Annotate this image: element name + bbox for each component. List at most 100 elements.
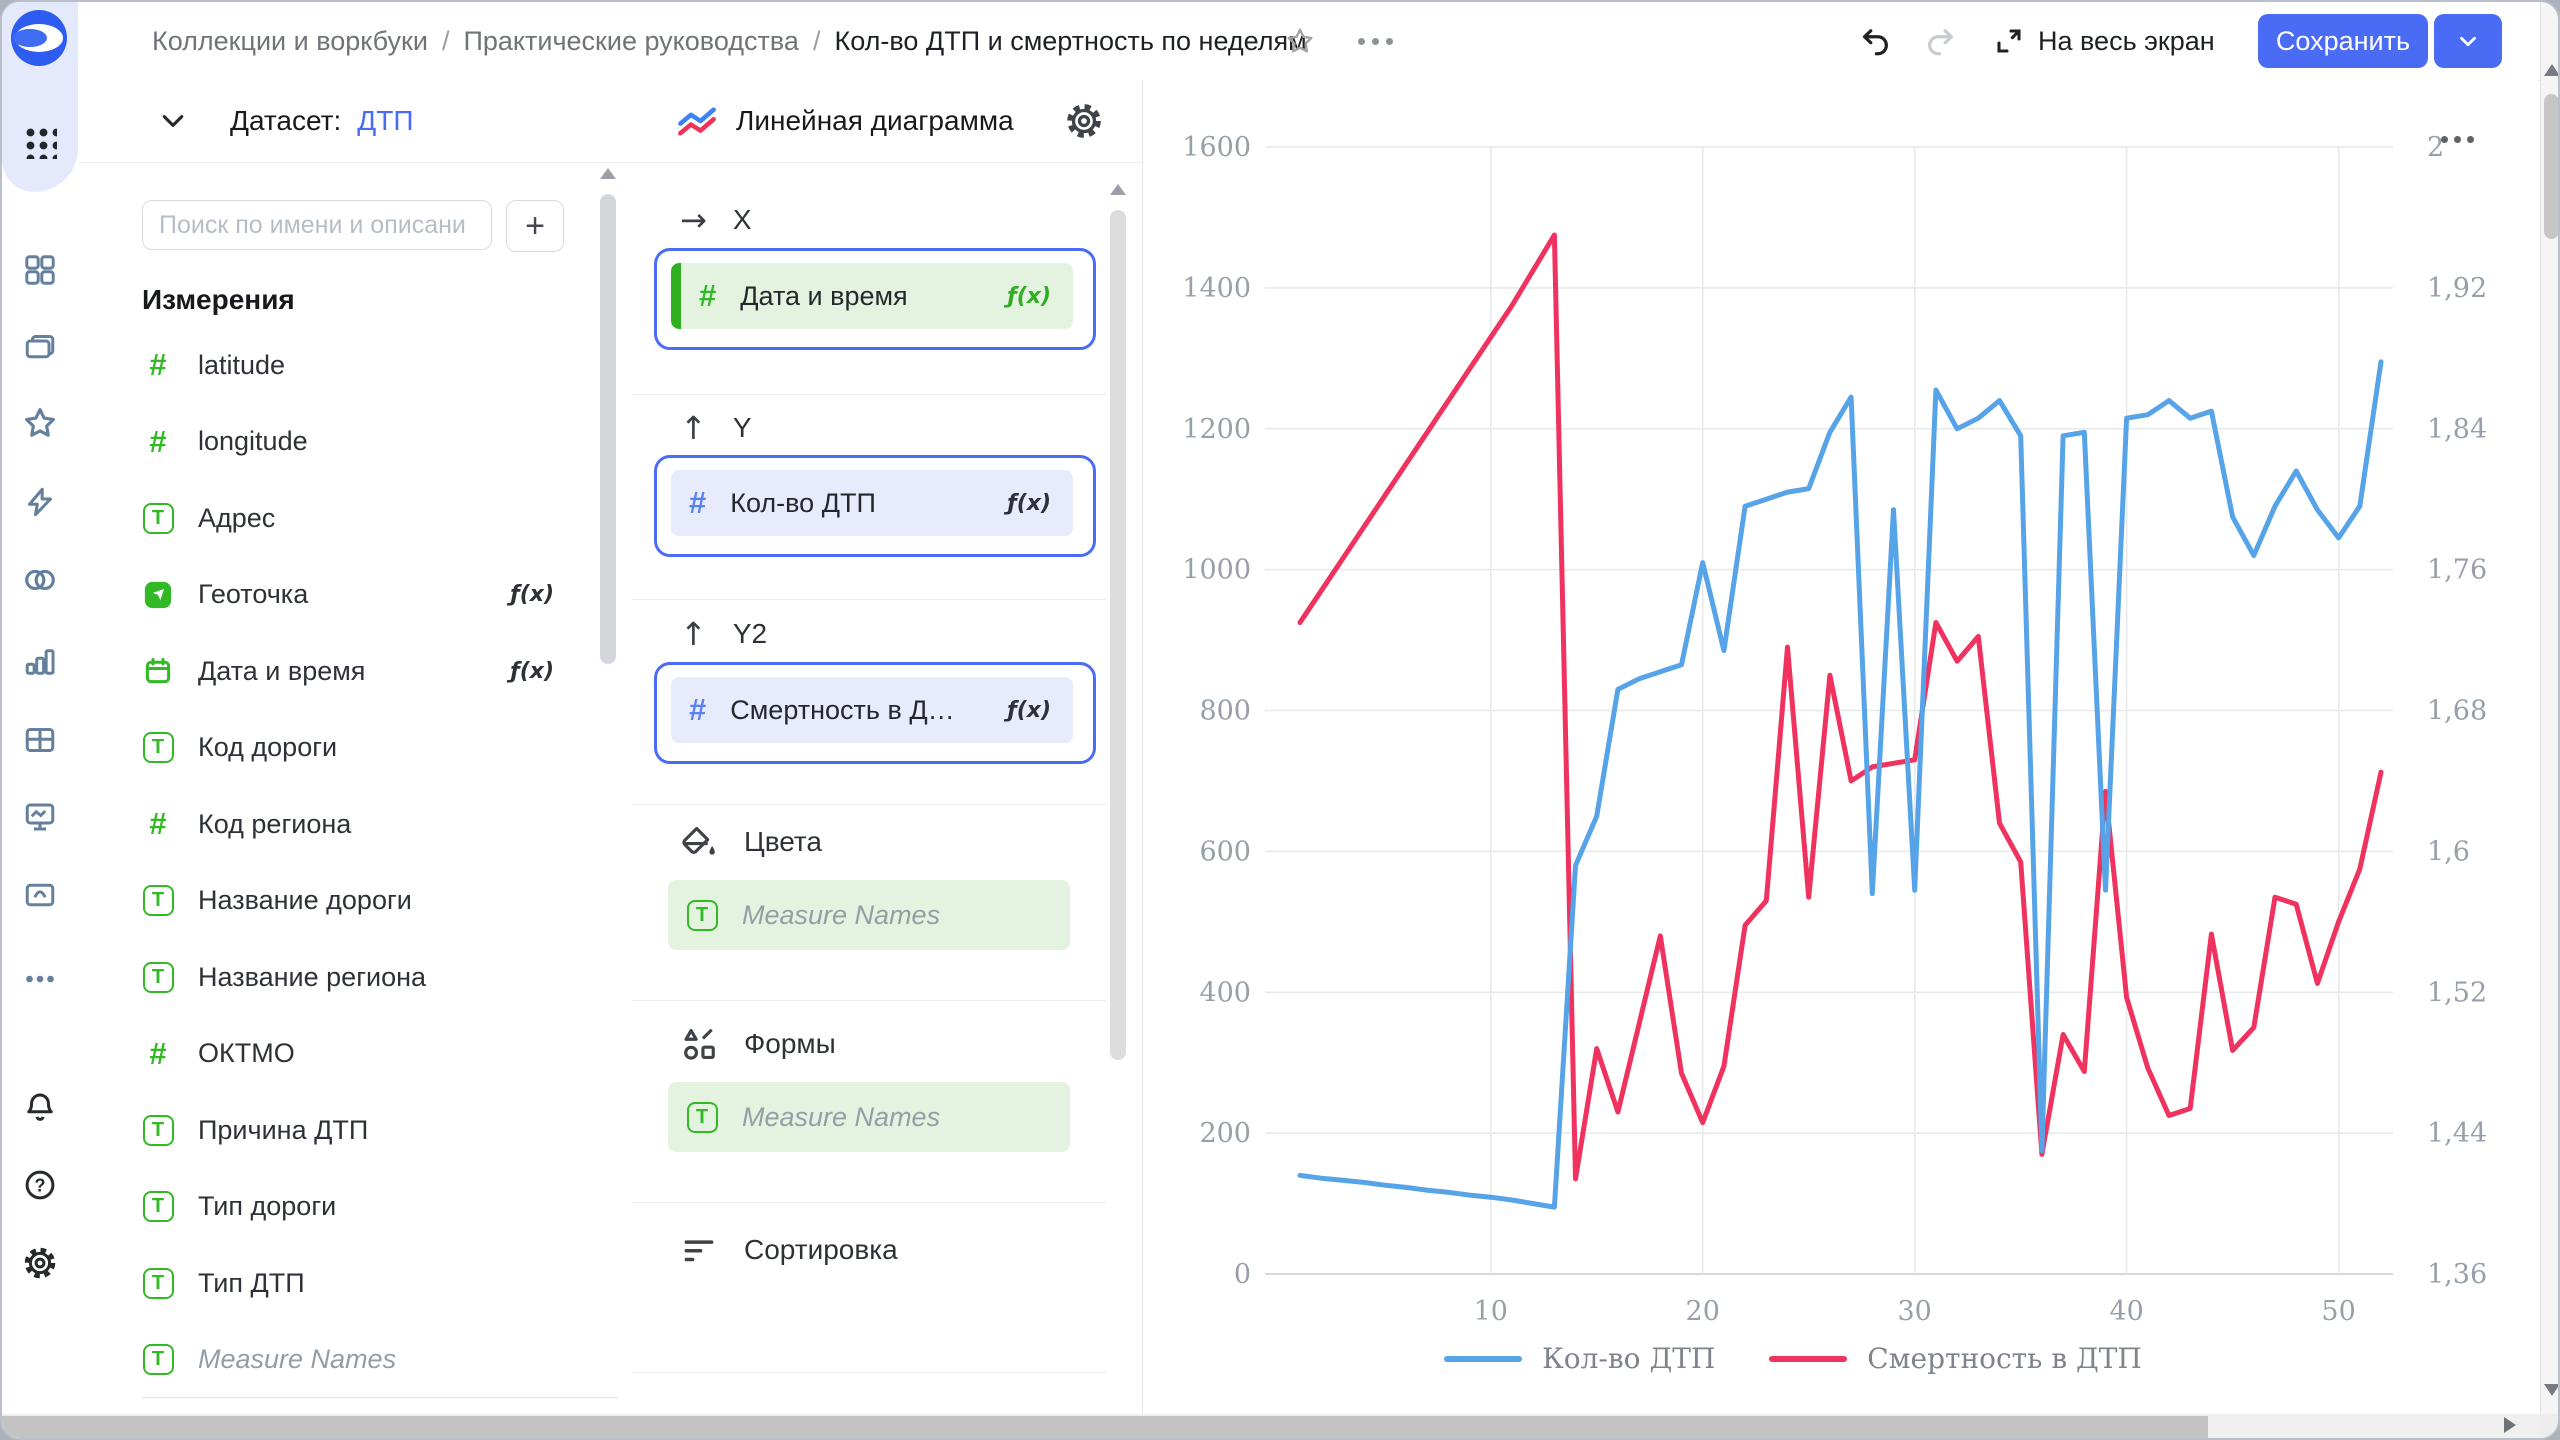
expand-icon[interactable] [1984,2,2034,80]
scroll-up-icon[interactable] [2544,64,2558,76]
chart-type-header[interactable]: Линейная диаграмма [632,80,1142,163]
dimensions-list: # latitude # longitude T Адрес Геоточка ƒ(x) Дат… [142,327,582,1398]
pill-shapes[interactable]: T Measure Names [668,1082,1070,1152]
formula-icon: ƒ(x) [510,658,554,684]
legend-swatch [1769,1355,1848,1362]
help-icon[interactable]: ? [21,1166,59,1204]
settings-icon[interactable] [21,1244,59,1282]
dataset-field-код-дороги[interactable]: T Код дороги [142,710,582,787]
legend-label: Кол-во ДТП [1542,1342,1716,1375]
dataset-field-тип-дтп[interactable]: T Тип ДТП [142,1245,582,1322]
connections-icon[interactable] [21,561,59,599]
svg-text:800: 800 [1199,696,1251,727]
pill-y[interactable]: # Кол-во ДТП ƒ(x) [671,470,1073,536]
field-label: Код дороги [198,732,338,763]
dashboards-icon[interactable] [21,251,59,289]
section-x-label: → X [680,201,752,239]
dataset-field-причина-дтп[interactable]: T Причина ДТП [142,1092,582,1169]
collections-icon[interactable] [21,328,59,366]
fullscreen-button[interactable]: На весь экран [2038,25,2215,56]
scroll-down-icon[interactable] [2544,1384,2558,1396]
dataset-field-название-региона[interactable]: T Название региона [142,939,582,1016]
monitoring-icon[interactable] [21,798,59,836]
dataset-field-measure-names[interactable]: T Measure Names [142,1322,582,1399]
breadcrumb-collections[interactable]: Коллекции и воркбуки [152,25,428,56]
dataset-field-название-дороги[interactable]: T Название дороги [142,863,582,940]
pill-label: Measure Names [742,1101,941,1132]
chart-settings-gear-icon[interactable] [1064,101,1104,141]
pill-slot-y: # Кол-во ДТП ƒ(x) [654,455,1096,557]
line-chart-icon [678,107,716,136]
dataset-field-код-региона[interactable]: # Код региона [142,786,582,863]
favorite-star-icon[interactable] [1278,2,1322,80]
chart-menu-icon[interactable] [2441,136,2474,143]
search-input[interactable] [142,200,492,250]
dataset-field-дата-и-время[interactable]: Дата и время ƒ(x) [142,633,582,710]
scroll-right-icon[interactable] [2504,1417,2516,1433]
config-scrollbar[interactable] [1110,210,1126,1060]
vertical-scrollbar[interactable] [2540,2,2558,1414]
text-field-icon: T [686,899,718,931]
field-label: latitude [198,349,286,380]
chevron-down-icon [2460,36,2476,47]
shapes-icon [684,1028,715,1060]
svg-text:1,68: 1,68 [2427,696,2487,727]
vertical-scroll-thumb[interactable] [2544,94,2558,239]
dataset-label: Датасет: [230,105,342,136]
undo-icon[interactable] [1850,2,1900,80]
datalens-logo-icon[interactable] [11,10,67,66]
config-scroll-up-icon[interactable] [1110,184,1126,195]
dataset-panel: Датасет: ДТП + Измерения # latitude # longi… [78,80,633,1414]
horizontal-scrollbar[interactable] [2,1414,2540,1438]
apps-grid-icon[interactable] [23,125,57,159]
add-field-button[interactable]: + [506,200,564,252]
tables-icon[interactable] [21,721,59,759]
left-rail: ? [2,2,79,1414]
quick-actions-icon[interactable] [21,483,59,521]
section-shapes-label: Формы [680,1022,836,1066]
text-field-icon: T [142,961,174,993]
text-field-icon: T [142,1267,174,1299]
text-field-icon: T [142,502,174,534]
fields-scrollbar[interactable] [600,194,616,664]
dataset-field-геоточка[interactable]: Геоточка ƒ(x) [142,557,582,634]
dataset-field-тип-дороги[interactable]: T Тип дороги [142,1169,582,1246]
storage-icon[interactable] [21,876,59,914]
section-y-label: ↑ Y [680,409,752,447]
breadcrumb-more-icon[interactable] [1350,2,1400,80]
breadcrumb-guides[interactable]: Практические руководства [463,25,799,56]
horizontal-scroll-thumb[interactable] [2,1416,2208,1438]
redo-icon[interactable] [1916,2,1966,80]
dataset-header[interactable]: Датасет: ДТП [78,80,632,163]
section-sort-label: Сортировка [680,1228,898,1272]
svg-text:2: 2 [2427,132,2444,163]
svg-text:1,6: 1,6 [2427,836,2470,867]
save-dropdown-button[interactable] [2434,14,2502,68]
svg-text:1000: 1000 [1182,555,1251,586]
pill-y2[interactable]: # Смертность в Д… ƒ(x) [671,677,1073,743]
svg-text:1,92: 1,92 [2427,273,2487,304]
more-icon[interactable] [21,960,59,998]
dataset-field-октмо[interactable]: # ОКТМО [142,1016,582,1093]
legend-item-2[interactable]: Смертность в ДТП [1769,1342,2142,1375]
text-field-icon: T [142,732,174,764]
fields-scroll-up-icon[interactable] [600,168,616,179]
sort-icon [684,1240,714,1262]
dataset-field-latitude[interactable]: # latitude [142,327,582,404]
legend-item-1[interactable]: Кол-во ДТП [1444,1342,1715,1375]
pill-label: Смертность в Д… [730,694,955,725]
pill-label: Measure Names [742,899,941,930]
section-colors-label: Цвета [680,820,822,864]
dataset-field-адрес[interactable]: T Адрес [142,480,582,557]
formula-icon: ƒ(x) [1007,697,1051,723]
number-field-icon: # [149,806,167,842]
number-field-icon: # [149,423,167,459]
notifications-icon[interactable] [21,1088,59,1126]
charts-icon[interactable] [21,643,59,681]
dataset-field-longitude[interactable]: # longitude [142,404,582,481]
pill-x[interactable]: # Дата и время ƒ(x) [671,263,1073,329]
x-axis-arrow-icon: → [680,201,707,239]
save-button[interactable]: Сохранить [2258,14,2428,68]
pill-colors[interactable]: T Measure Names [668,880,1070,950]
favorites-icon[interactable] [21,404,59,442]
